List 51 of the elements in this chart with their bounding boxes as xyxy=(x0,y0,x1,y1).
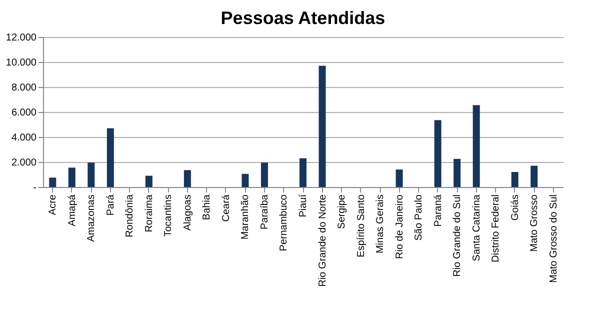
bar xyxy=(145,176,152,187)
bar xyxy=(300,158,306,187)
bar xyxy=(68,168,76,187)
x-tick-label: Goiás xyxy=(510,194,521,221)
bar xyxy=(242,174,249,187)
bar xyxy=(260,162,268,187)
bar xyxy=(318,66,326,187)
x-tick-label: Rio Grande do Norte xyxy=(317,194,328,287)
x-tick-label: Amapá xyxy=(66,194,78,226)
bar xyxy=(184,170,191,187)
x-tick-label: Amazonas xyxy=(86,194,98,242)
x-tick-label: Ceará xyxy=(220,194,232,222)
x-tick-label: Pernambuco xyxy=(278,194,290,252)
bar xyxy=(530,166,538,187)
x-tick-label: Bahia xyxy=(202,194,213,220)
bar xyxy=(106,128,114,187)
x-tick-label: Tocantins xyxy=(163,194,174,237)
x-tick-label: Paraíba xyxy=(259,194,270,230)
x-tick-label: Paraná xyxy=(432,194,444,227)
y-tick-label: 4.000 xyxy=(11,132,37,144)
x-tick-label: Roraima xyxy=(144,194,155,232)
x-tick-label: Rio de Janeiro xyxy=(394,194,406,259)
x-tick-label: Maranhão xyxy=(240,194,252,240)
x-tick-label: Espírito Santo xyxy=(356,194,367,258)
bar xyxy=(511,172,518,187)
y-tick-label: 8.000 xyxy=(11,82,37,94)
x-tick-label: Mato Grosso xyxy=(529,194,540,252)
x-tick-label: Mato Grosso do Sul xyxy=(548,194,560,283)
x-tick-label: Rio Grande do Sul xyxy=(452,194,464,277)
bar xyxy=(88,162,95,187)
x-tick-label: Minas Gerais xyxy=(375,194,386,254)
bar xyxy=(472,105,480,187)
bar xyxy=(396,170,403,187)
x-tick-label: São Paulo xyxy=(414,194,425,241)
y-tick-label: - xyxy=(33,182,36,194)
x-tick-label: Santa Catarina xyxy=(471,194,482,262)
x-tick-label: Piauí xyxy=(298,194,309,218)
chart-title: Pessoas Atendidas xyxy=(220,8,386,28)
x-tick-label: Alagoas xyxy=(182,194,194,231)
y-tick-label: 2.000 xyxy=(11,158,37,168)
bar xyxy=(454,158,461,187)
x-tick-label: Distrito Federal xyxy=(490,194,502,262)
x-tick-label: Sergipe xyxy=(336,194,348,229)
y-tick-label: 12.000 xyxy=(6,32,37,44)
x-tick-label: Pará xyxy=(105,194,116,216)
bar xyxy=(49,178,56,187)
y-tick-label: 6.000 xyxy=(11,108,37,118)
y-tick-label: 10.000 xyxy=(6,58,37,68)
bar xyxy=(434,120,442,187)
x-tick-label: Acre xyxy=(48,194,59,216)
x-tick-label: Rondônia xyxy=(124,194,136,238)
